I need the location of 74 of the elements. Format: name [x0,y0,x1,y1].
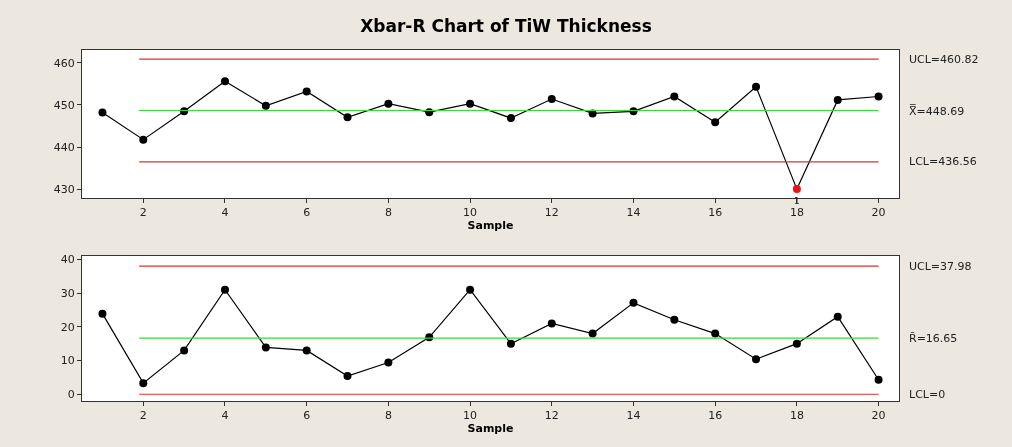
point [506,114,515,123]
point [384,358,393,367]
x-tick-label: 4 [221,206,229,220]
x-tick-label: 14 [626,206,641,220]
point [547,319,556,328]
ref-line-label: LCL=0 [909,388,946,401]
x-tick-label: 12 [544,409,559,423]
point [833,312,842,321]
point [384,99,393,108]
x-tick-label: 8 [384,409,392,423]
ref-line-label: R̄=16.65 [909,332,958,345]
x-axis-title: Sample [467,219,514,233]
y-tick-label: 440 [53,141,75,155]
x-tick-label: 20 [871,206,886,220]
x-tick-label: 12 [544,206,559,220]
x-tick-label: 18 [789,409,804,423]
point [343,372,352,381]
point [261,343,270,352]
point [220,285,229,294]
point [302,87,311,96]
y-tick-label: 20 [60,320,75,334]
y-tick-label: 10 [60,354,75,368]
point [874,375,883,384]
point [670,315,679,324]
point [302,346,311,355]
x-tick-label: 18 [789,206,804,220]
point [98,108,107,117]
point [466,285,475,294]
point [711,118,720,127]
x-tick-label: 2 [139,409,147,423]
x-tick-label: 4 [221,409,229,423]
x-tick-label: 2 [139,206,147,220]
y-tick-label: 30 [60,286,75,300]
point [629,298,638,307]
ref-line-label: LCL=436.56 [909,155,977,168]
point [792,339,801,348]
x-tick-label: 16 [708,409,723,423]
point [752,82,761,91]
point [139,135,148,144]
point [792,185,801,194]
chart-title: Xbar-R Chart of TiW Thickness [360,16,652,37]
x-tick-label: 6 [303,409,311,423]
x-tick-label: 14 [626,409,641,423]
x-tick-label: 8 [384,206,392,220]
point [343,113,352,122]
x-tick-label: 10 [463,409,478,423]
point [98,309,107,318]
point [547,95,556,104]
point [711,329,720,338]
annotation: 1 [794,196,800,206]
ref-line-label: X̿=448.69 [909,104,965,118]
point [180,346,189,355]
point [261,101,270,110]
ref-line-label: UCL=460.82 [909,53,979,66]
y-tick-label: 450 [53,98,75,112]
y-tick-label: 430 [53,183,75,197]
point [833,95,842,104]
x-tick-label: 20 [871,409,886,423]
point [506,339,515,348]
point [139,379,148,388]
point [588,329,597,338]
x-tick-label: 10 [463,206,478,220]
y-tick-label: 0 [67,388,75,402]
y-tick-label: 40 [60,253,75,267]
x-tick-label: 16 [708,206,723,220]
point [670,92,679,101]
point [466,99,475,108]
x-tick-label: 6 [303,206,311,220]
point [874,92,883,101]
ref-line-label: UCL=37.98 [909,260,972,273]
point [220,77,229,86]
y-tick-label: 460 [53,56,75,70]
point [752,355,761,364]
x-axis-title: Sample [467,422,514,436]
